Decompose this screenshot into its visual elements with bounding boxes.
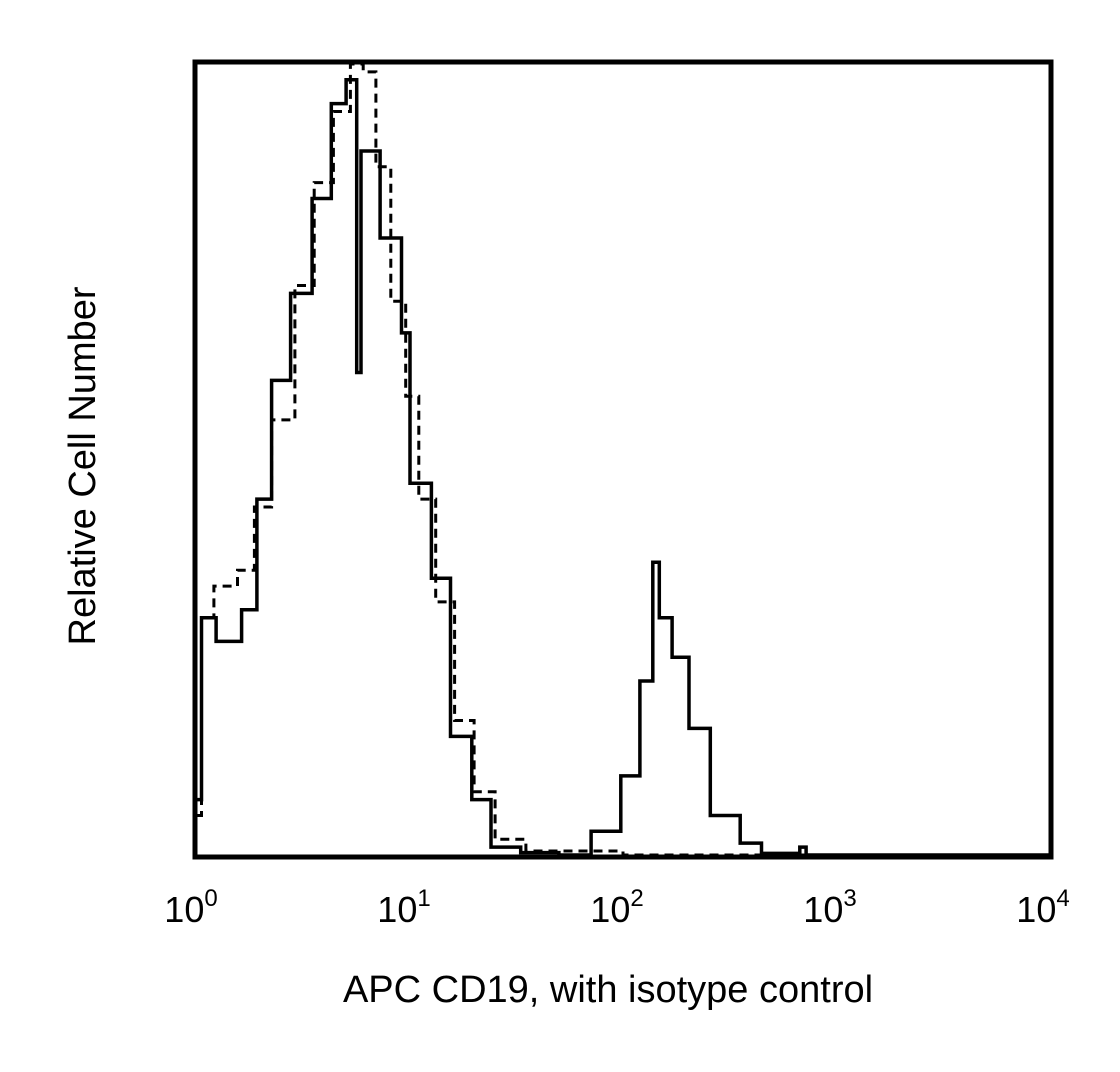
y-axis-label: Relative Cell Number — [62, 286, 104, 645]
x-tick-labels: 100 101 102 103 104 — [164, 885, 1069, 930]
x-tick-label: 104 — [1016, 885, 1069, 930]
series-dashed-line — [197, 62, 1049, 857]
x-axis-label: APC CD19, with isotype control — [343, 969, 873, 1011]
x-tick-label: 100 — [164, 885, 217, 930]
x-tick-label: 103 — [803, 885, 856, 930]
series-layer — [197, 62, 1049, 857]
x-tick-label: 101 — [377, 885, 430, 930]
x-tick-label: 102 — [590, 885, 643, 930]
series-solid-line — [197, 78, 1049, 857]
plot-frame — [192, 59, 1054, 860]
